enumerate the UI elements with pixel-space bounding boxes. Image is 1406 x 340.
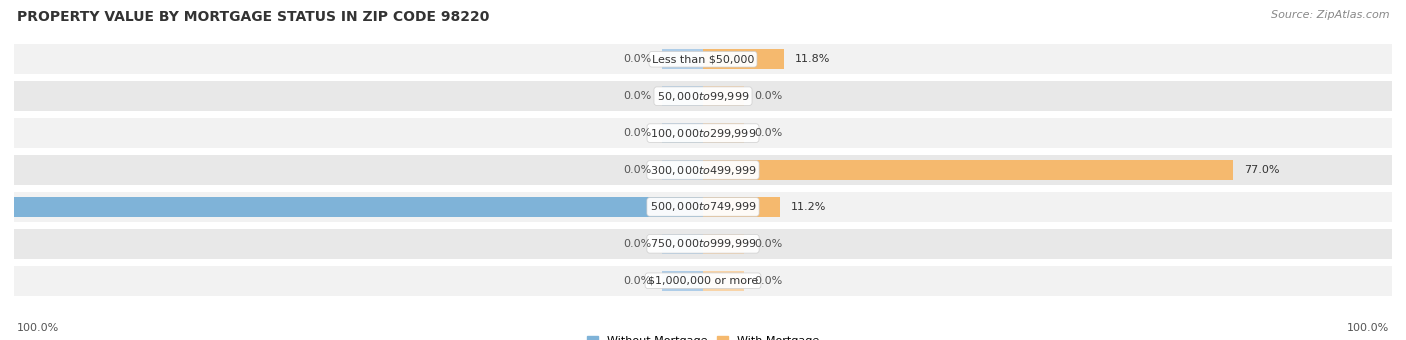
Bar bbox=[14, 192, 1392, 222]
Text: 0.0%: 0.0% bbox=[623, 276, 651, 286]
Text: 0.0%: 0.0% bbox=[623, 128, 651, 138]
Bar bbox=[662, 123, 703, 143]
Bar bbox=[662, 49, 703, 69]
Bar bbox=[662, 234, 703, 254]
Bar bbox=[662, 271, 703, 291]
Text: $1,000,000 or more: $1,000,000 or more bbox=[648, 276, 758, 286]
Bar bbox=[703, 197, 780, 217]
Text: 0.0%: 0.0% bbox=[623, 165, 651, 175]
Text: 11.8%: 11.8% bbox=[794, 54, 830, 64]
Text: 77.0%: 77.0% bbox=[1244, 165, 1279, 175]
Bar bbox=[662, 160, 703, 180]
Bar bbox=[14, 197, 703, 217]
Text: 11.2%: 11.2% bbox=[790, 202, 825, 212]
Bar bbox=[703, 86, 744, 106]
Text: PROPERTY VALUE BY MORTGAGE STATUS IN ZIP CODE 98220: PROPERTY VALUE BY MORTGAGE STATUS IN ZIP… bbox=[17, 10, 489, 24]
Text: 0.0%: 0.0% bbox=[755, 91, 783, 101]
Text: 0.0%: 0.0% bbox=[623, 91, 651, 101]
Bar bbox=[703, 271, 744, 291]
Legend: Without Mortgage, With Mortgage: Without Mortgage, With Mortgage bbox=[582, 332, 824, 340]
Bar bbox=[14, 44, 1392, 74]
Text: $50,000 to $99,999: $50,000 to $99,999 bbox=[657, 90, 749, 103]
Text: Less than $50,000: Less than $50,000 bbox=[652, 54, 754, 64]
Text: 0.0%: 0.0% bbox=[755, 239, 783, 249]
Text: 0.0%: 0.0% bbox=[755, 128, 783, 138]
Text: $750,000 to $999,999: $750,000 to $999,999 bbox=[650, 237, 756, 250]
Text: $100,000 to $299,999: $100,000 to $299,999 bbox=[650, 126, 756, 140]
Text: Source: ZipAtlas.com: Source: ZipAtlas.com bbox=[1271, 10, 1389, 20]
Bar bbox=[14, 81, 1392, 111]
Text: 0.0%: 0.0% bbox=[623, 54, 651, 64]
Text: 100.0%: 100.0% bbox=[17, 323, 59, 333]
Text: $300,000 to $499,999: $300,000 to $499,999 bbox=[650, 164, 756, 176]
Text: 100.0%: 100.0% bbox=[1347, 323, 1389, 333]
Bar bbox=[14, 155, 1392, 185]
Bar bbox=[703, 234, 744, 254]
Bar bbox=[703, 160, 1233, 180]
Bar bbox=[14, 266, 1392, 296]
Bar bbox=[14, 229, 1392, 259]
Text: 0.0%: 0.0% bbox=[755, 276, 783, 286]
Text: 100.0%: 100.0% bbox=[0, 202, 4, 212]
Text: 0.0%: 0.0% bbox=[623, 239, 651, 249]
Bar bbox=[662, 86, 703, 106]
Bar bbox=[703, 49, 785, 69]
Bar bbox=[14, 118, 1392, 148]
Bar bbox=[703, 123, 744, 143]
Text: $500,000 to $749,999: $500,000 to $749,999 bbox=[650, 200, 756, 214]
